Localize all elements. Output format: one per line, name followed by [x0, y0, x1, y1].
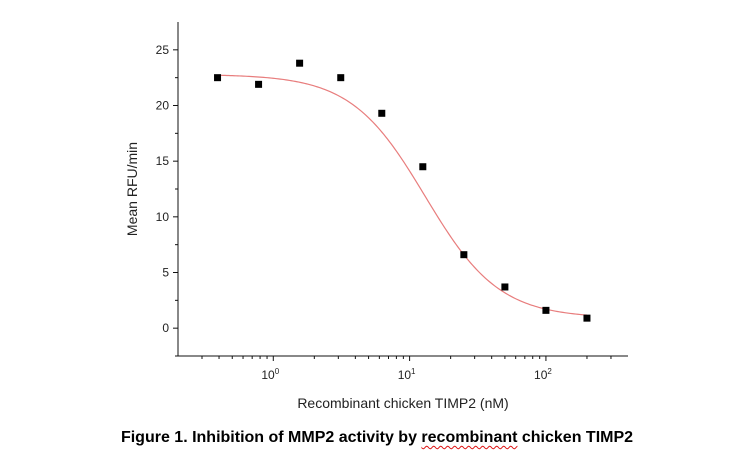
- y-tick-label: 0: [162, 321, 169, 335]
- y-tick-label: 25: [156, 43, 170, 57]
- y-axis: 0 5 10 15 20 25: [156, 22, 179, 357]
- caption-prefix: Figure 1. Inhibition of MMP2 activity by: [120, 429, 422, 446]
- data-point: [501, 283, 509, 291]
- data-point: [337, 74, 345, 82]
- y-axis-title: Mean RFU/min: [124, 142, 140, 236]
- figure-caption: Figure 1. Inhibition of MMP2 activity by…: [0, 429, 754, 447]
- y-ticks: 0 5 10 15 20 25: [156, 43, 178, 357]
- data-point: [255, 80, 263, 88]
- data-point: [378, 109, 386, 117]
- y-tick-label: 15: [156, 154, 170, 168]
- y-tick-label: 5: [162, 266, 169, 280]
- x-tick-exponent: 1: [411, 367, 416, 376]
- data-point: [542, 306, 550, 314]
- x-tick-label: 102: [534, 367, 552, 382]
- data-point: [460, 251, 468, 259]
- data-point: [583, 314, 591, 322]
- y-tick-label: 10: [156, 210, 170, 224]
- data-point: [419, 163, 427, 171]
- data-point: [296, 59, 304, 67]
- fit-curve: [217, 74, 588, 316]
- x-axis: 100 101 102: [178, 355, 628, 382]
- x-ticks: 100 101 102: [201, 356, 612, 382]
- x-tick-exponent: 2: [547, 367, 552, 376]
- x-axis-title: Recombinant chicken TIMP2 (nM): [297, 395, 508, 411]
- data-points: [214, 59, 591, 322]
- caption-underlined-word: recombinant: [421, 429, 518, 446]
- x-tick-exponent: 0: [275, 367, 280, 376]
- y-tick-label: 20: [156, 99, 170, 113]
- x-tick-label: 101: [398, 367, 416, 382]
- data-point: [214, 74, 222, 82]
- x-tick-label: 100: [261, 367, 279, 382]
- caption-suffix: chicken TIMP2: [517, 429, 634, 446]
